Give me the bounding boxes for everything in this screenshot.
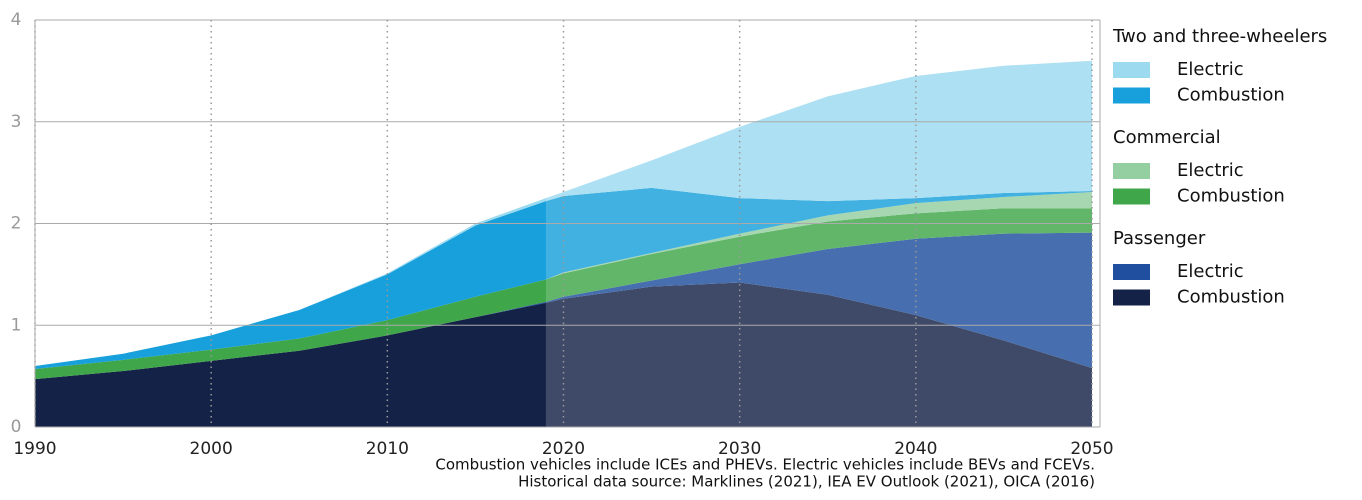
legend-label: Electric (1177, 160, 1244, 181)
x-tick-label: 2030 (718, 439, 761, 459)
x-tick-label: 2050 (1070, 439, 1113, 459)
legend-swatch (1113, 188, 1150, 205)
footnote: Combustion vehicles include ICEs and PHE… (435, 456, 1095, 474)
x-tick-label: 2040 (894, 439, 937, 459)
legend-swatch (1113, 62, 1150, 78)
legend-swatch (1113, 264, 1150, 280)
legend-label: Electric (1177, 261, 1244, 282)
legend-label: Combustion (1177, 85, 1285, 106)
legend-swatch (1113, 87, 1150, 104)
area (35, 60, 1092, 366)
grid (34, 19, 1100, 428)
area (35, 232, 1092, 380)
legend-swatch (1113, 289, 1150, 306)
legend-label: Electric (1177, 59, 1244, 80)
legend-label: Combustion (1177, 287, 1285, 308)
y-tick-label: 1 (11, 315, 22, 335)
area (35, 282, 1092, 427)
x-tick-label: 1990 (13, 439, 56, 459)
legend-swatch (1113, 163, 1150, 179)
x-tick-label: 2020 (542, 439, 585, 459)
legend-label: Combustion (1177, 186, 1285, 207)
area (35, 187, 1092, 370)
y-tick-label: 2 (11, 214, 22, 234)
y-tick-label: 0 (11, 417, 22, 437)
legend-heading: Commercial (1113, 127, 1221, 148)
footnote: Historical data source: Marklines (2021)… (518, 473, 1095, 491)
y-tick-label: 3 (11, 112, 22, 132)
y-tick-label: 4 (11, 10, 22, 30)
legend-heading: Passenger (1113, 228, 1206, 249)
area (35, 208, 1092, 380)
x-tick-label: 2000 (190, 439, 233, 459)
legend-heading: Two and three-wheelers (1112, 26, 1327, 47)
x-tick-label: 2010 (366, 439, 409, 459)
